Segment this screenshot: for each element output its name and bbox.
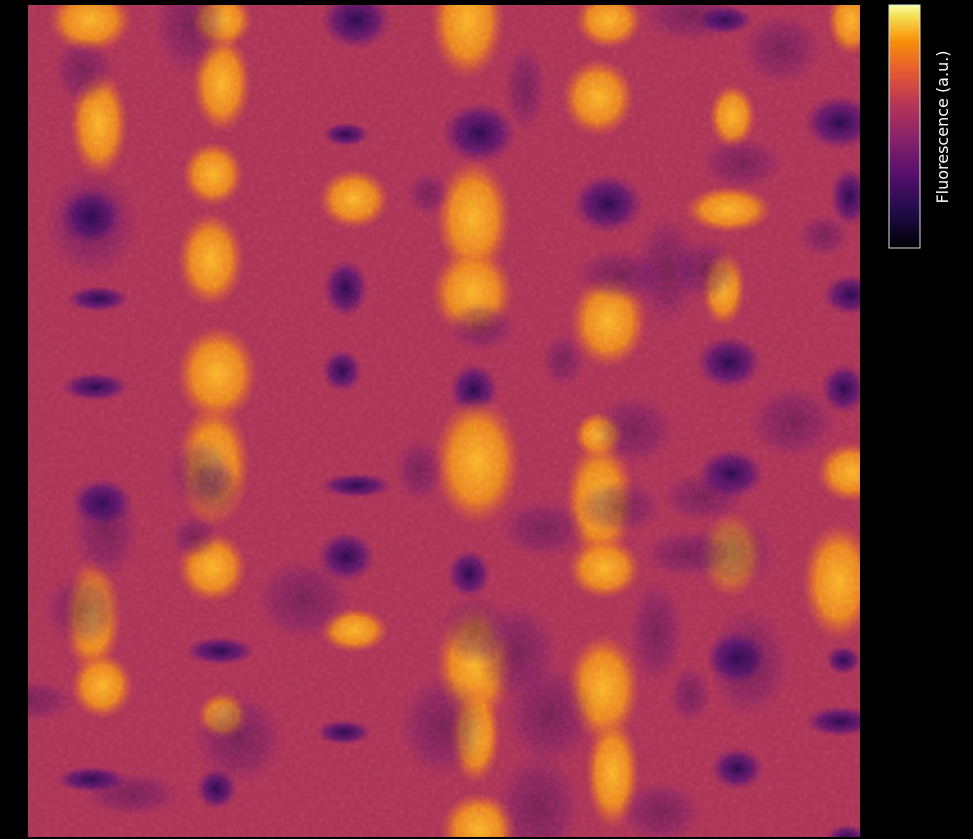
colorbar-label: Fluorescence (a.u.) [933,50,952,203]
pixel-noise [28,5,860,837]
page: Fluorescence (a.u.) (() => { const data … [0,0,973,839]
figure: Fluorescence (a.u.) [0,0,973,839]
fluorescence-image [0,0,886,839]
colorbar [889,5,920,248]
